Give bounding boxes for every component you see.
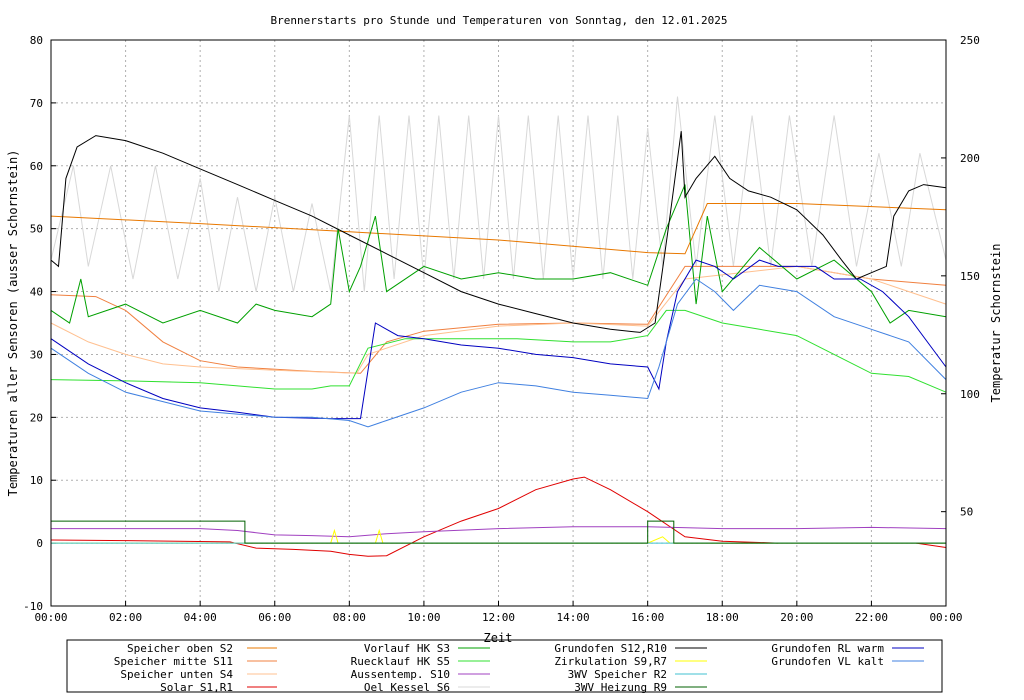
y-tick-label: 10 (30, 474, 43, 487)
series-line (50, 265, 947, 374)
series-line (50, 184, 947, 324)
x-tick-label: 08:00 (333, 611, 366, 624)
x-tick-label: 22:00 (855, 611, 888, 624)
x-tick-label: 20:00 (780, 611, 813, 624)
legend-label: Oel Kessel S6 (364, 681, 450, 694)
x-tick-label: 04:00 (184, 611, 217, 624)
y2-tick-label: 200 (960, 152, 980, 165)
series-line (50, 278, 947, 428)
x-tick-label: 14:00 (557, 611, 590, 624)
y-tick-label: 50 (30, 223, 43, 236)
legend-label: 3WV Speicher R2 (568, 668, 667, 681)
x-tick-label: 02:00 (109, 611, 142, 624)
legend-label: Grundofen RL warm (771, 642, 884, 655)
x-tick-label: 10:00 (407, 611, 440, 624)
series-line (50, 265, 947, 374)
y2-axis-label: Temperatur Schornstein (989, 244, 1003, 403)
legend-label: Aussentemp. S10 (351, 668, 450, 681)
y2-tick-labels: 50 100 150 200 250 (960, 34, 980, 519)
legend-box (66, 639, 943, 693)
x-tick-labels: 00:00 02:00 04:00 06:00 08:00 10:00 12:00 14:00… (34, 611, 962, 624)
legend-label: Grundofen VL kalt (771, 655, 884, 668)
legend-label: Ruecklauf HK S5 (351, 655, 450, 668)
plot-frame (50, 39, 947, 607)
legend-label: Grundofen S12,R10 (554, 642, 667, 655)
chart-title: Brennerstarts pro Stunde und Temperature… (271, 14, 728, 27)
x-tick-label: 18:00 (706, 611, 739, 624)
series-line (50, 203, 947, 255)
legend-label: Speicher mitte S11 (114, 655, 233, 668)
y-tick-label: 30 (30, 348, 43, 361)
y-tick-labels: -10 0 10 20 30 40 50 60 70 80 (23, 34, 43, 613)
y-tick-label: 0 (36, 537, 43, 550)
y-tick-label: 70 (30, 97, 43, 110)
series-line (50, 309, 947, 393)
x-tick-label: 12:00 (482, 611, 515, 624)
legend-label: Zirkulation S9,R7 (554, 655, 667, 668)
y-tick-label: 60 (30, 160, 43, 173)
x-tick-label: 06:00 (258, 611, 291, 624)
legend-label: Speicher oben S2 (127, 642, 233, 655)
legend-label: 3WV Heizung R9 (574, 681, 667, 694)
series-line (50, 96, 947, 292)
series-line (51, 520, 946, 544)
legend-label: Solar S1,R1 (160, 681, 233, 694)
series-group (50, 96, 947, 557)
y2-tick-label: 50 (960, 506, 973, 519)
y-axis-label: Temperaturen aller Sensoren (ausser Scho… (6, 150, 20, 497)
series-line (51, 528, 946, 544)
y-tick-label: 40 (30, 286, 43, 299)
x-tick-label: 16:00 (631, 611, 664, 624)
legend-label: Vorlauf HK S3 (364, 642, 450, 655)
series-line (50, 476, 947, 557)
x-tick-label: 00:00 (34, 611, 67, 624)
x-tick-label: 00:00 (929, 611, 962, 624)
x-axis-label: Zeit (484, 631, 513, 645)
y2-tick-label: 150 (960, 270, 980, 283)
y-tick-label: 20 (30, 411, 43, 424)
series-line (50, 259, 947, 420)
y2-tick-label: 250 (960, 34, 980, 47)
y-tick-label: -10 (23, 600, 43, 613)
series-line (50, 131, 947, 333)
y2-tick-label: 100 (960, 388, 980, 401)
y-tick-label: 80 (30, 34, 43, 47)
legend-label: Speicher unten S4 (120, 668, 233, 681)
series-line (51, 526, 947, 538)
